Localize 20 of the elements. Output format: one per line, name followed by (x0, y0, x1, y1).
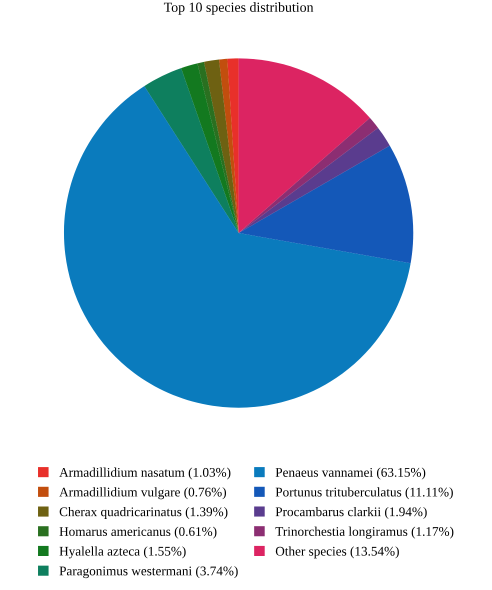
pie-slice (181, 63, 239, 234)
chart-title: Top 10 species distribution (164, 2, 314, 15)
legend-label: Portunus trituberculatus (11.11%) (276, 487, 453, 500)
legend-label: Procambarus clarkii (1.94%) (276, 506, 427, 519)
legend-label: Armadillidium nasatum (1.03%) (59, 468, 230, 480)
legend-label: Cherax quadricarinatus (1.39%) (60, 506, 228, 519)
pie-slice (204, 60, 239, 234)
legend-label: Hyalella azteca (1.55%) (60, 546, 186, 558)
pie-slice (238, 146, 414, 264)
pie-slice (238, 128, 390, 234)
legend-label: Homarus americanus (0.61%) (60, 526, 216, 539)
legend-label: Other species (13.54%) (276, 546, 399, 558)
legend-label: Armadillidium vulgare (0.76%) (59, 487, 226, 500)
legend-label: Penaeus vannamei (63.15%) (276, 468, 426, 480)
pie-slice (144, 68, 239, 234)
legend-label: Paragonimus westermani (3.74%) (60, 566, 238, 578)
pie-slice (238, 58, 370, 234)
pie-slice (238, 118, 378, 234)
legend-label: Trinorchestia longiramus (1.17%) (276, 526, 454, 539)
pie-slice (64, 86, 411, 408)
